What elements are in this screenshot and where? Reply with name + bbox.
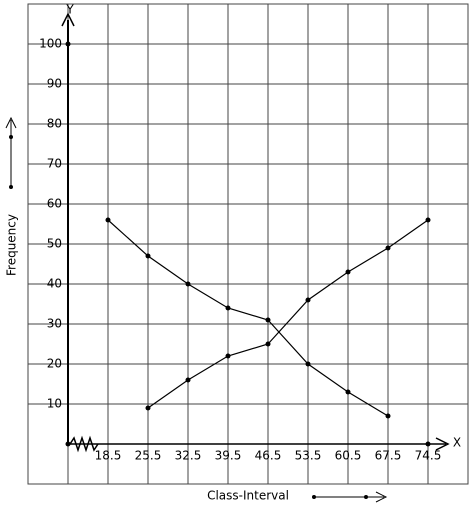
arrow-dot [312,495,316,499]
point [345,269,351,275]
y-tick-label: 10 [47,397,62,411]
point [105,217,111,223]
series-line [147,219,429,409]
point [185,281,191,287]
point [425,217,431,223]
arrow-head [375,491,388,503]
arrow-dot [9,185,13,189]
x-tick-label: 46.5 [255,449,282,463]
point [225,305,231,311]
x-tick-label: 74.5 [415,449,442,463]
x-tick-label: 60.5 [335,449,362,463]
y-tick-label: 100 [39,37,62,51]
x-tick-label: 18.5 [95,449,122,463]
x-tick-label: 67.5 [375,449,402,463]
origin-dot [65,441,71,447]
point [225,353,231,359]
axis-break [69,435,99,453]
y-tick-label: 60 [47,197,62,211]
x-axis-title: Class-Interval [207,489,289,503]
point [145,253,151,259]
point [385,245,391,251]
axis-dot [425,441,431,447]
y-tick-label: 80 [47,117,62,131]
y-tick-label: 30 [47,317,62,331]
y-tick-label: 70 [47,157,62,171]
arrow-dot [364,495,368,499]
point [345,389,351,395]
point [185,377,191,383]
y-tick-label: 40 [47,277,62,291]
arrow-dot [9,135,13,139]
y-tick-label: 50 [47,237,62,251]
x-tick-label: 39.5 [215,449,242,463]
y-axis-title: Frequency [5,214,19,276]
arrow-head [5,116,17,129]
y-tick-label: 90 [47,77,62,91]
point [145,405,151,411]
x-axis-label: X [453,436,461,450]
y-axis-label: Y [65,3,74,17]
y-tick-label: 20 [47,357,62,371]
x-tick-label: 25.5 [135,449,162,463]
point [385,413,391,419]
axis-dot [65,41,71,47]
series-line [107,219,389,417]
x-axis-arrow [435,437,450,451]
point [265,341,271,347]
point [305,297,311,303]
x-tick-label: 32.5 [175,449,202,463]
x-tick-label: 53.5 [295,449,322,463]
point [265,317,271,323]
plot-border [27,3,469,485]
point [305,361,311,367]
y-axis-arrow [61,12,75,27]
